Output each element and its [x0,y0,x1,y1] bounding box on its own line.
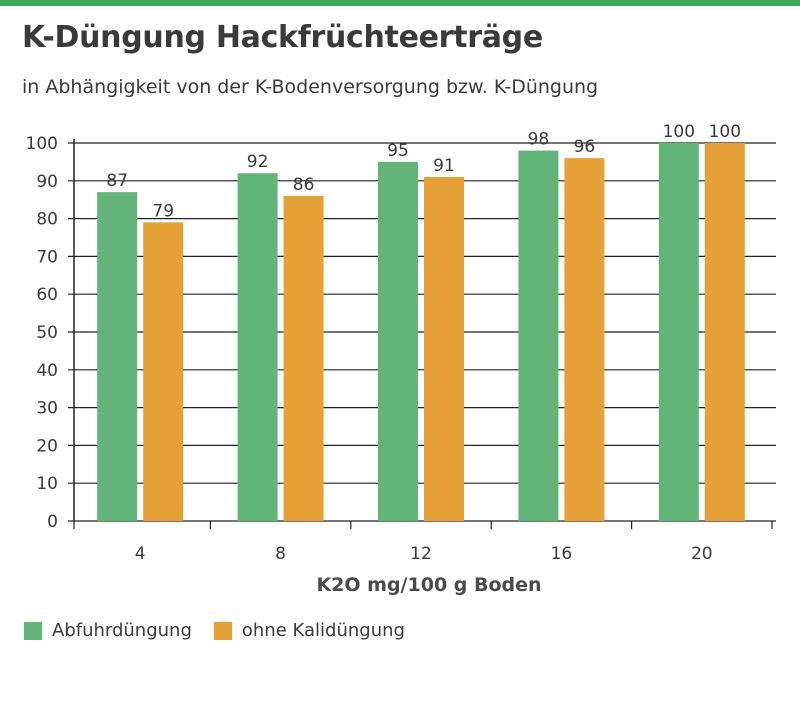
y-tick-label-1: 10 [36,474,58,494]
legend-swatch-series-1 [213,621,232,640]
y-tick-label-7: 70 [36,247,58,267]
y-tick-label-0: 0 [47,512,58,532]
legend-label-series-1: ohne Kalidüngung [241,620,405,641]
y-tick-label-9: 90 [36,172,58,192]
data-label-series-0-4: 87 [106,171,128,191]
data-label-series-0-8: 92 [247,152,269,172]
legend: Abfuhrdüngung ohne Kalidüngung [24,620,427,641]
x-tick-label-4: 20 [691,544,713,564]
bar-series-1-16 [564,158,605,521]
data-label-series-1-8: 86 [293,175,315,195]
data-label-series-1-4: 79 [152,201,174,221]
x-tick-label-2: 12 [410,544,432,564]
bar-series-0-12 [378,161,418,521]
y-tick-label-6: 60 [36,285,58,305]
legend-label-series-0: Abfuhrdüngung [52,620,192,641]
x-tick-label-3: 16 [551,544,573,564]
x-tick-label-0: 4 [135,544,146,564]
data-label-series-1-12: 91 [433,156,455,176]
data-label-series-1-16: 96 [574,137,596,157]
x-tick-label-1: 8 [275,544,286,564]
y-tick-label-3: 30 [36,399,58,419]
data-label-series-0-20: 100 [663,122,695,142]
bar-series-0-20 [658,143,699,521]
y-tick-label-2: 20 [36,436,58,456]
bar-series-0-8 [237,173,278,522]
data-label-series-1-20: 100 [709,122,741,142]
legend-item-series-1: ohne Kalidüngung [213,620,405,641]
data-label-series-0-12: 95 [387,141,409,161]
bar-series-1-20 [704,143,745,521]
bar-series-0-16 [518,150,559,521]
data-label-series-0-16: 98 [528,130,550,150]
y-tick-label-5: 50 [36,323,58,343]
x-axis-label: K2O mg/100 g Boden [316,574,541,596]
legend-swatch-series-0 [24,621,42,640]
y-tick-label-4: 40 [36,361,58,381]
top-accent-bar [0,0,800,6]
bar-chart: 0 10 20 30 40 50 60 70 80 90 100 87 79 4 92 86 8 95 91 12 98… [26,122,776,596]
y-tick-label-10: 100 [26,134,58,154]
bar-series-1-12 [424,177,464,521]
chart-subtitle: in Abhängigkeit von der K-Bodenversorgun… [22,76,599,98]
y-tick-label-8: 80 [36,210,58,230]
chart-title: K-Düngung Hackfrüchteerträge [22,20,543,55]
bar-series-1-8 [283,195,324,522]
bar-series-0-4 [97,192,138,521]
legend-item-series-0: Abfuhrdüngung [24,620,192,641]
bar-series-1-4 [143,222,184,521]
